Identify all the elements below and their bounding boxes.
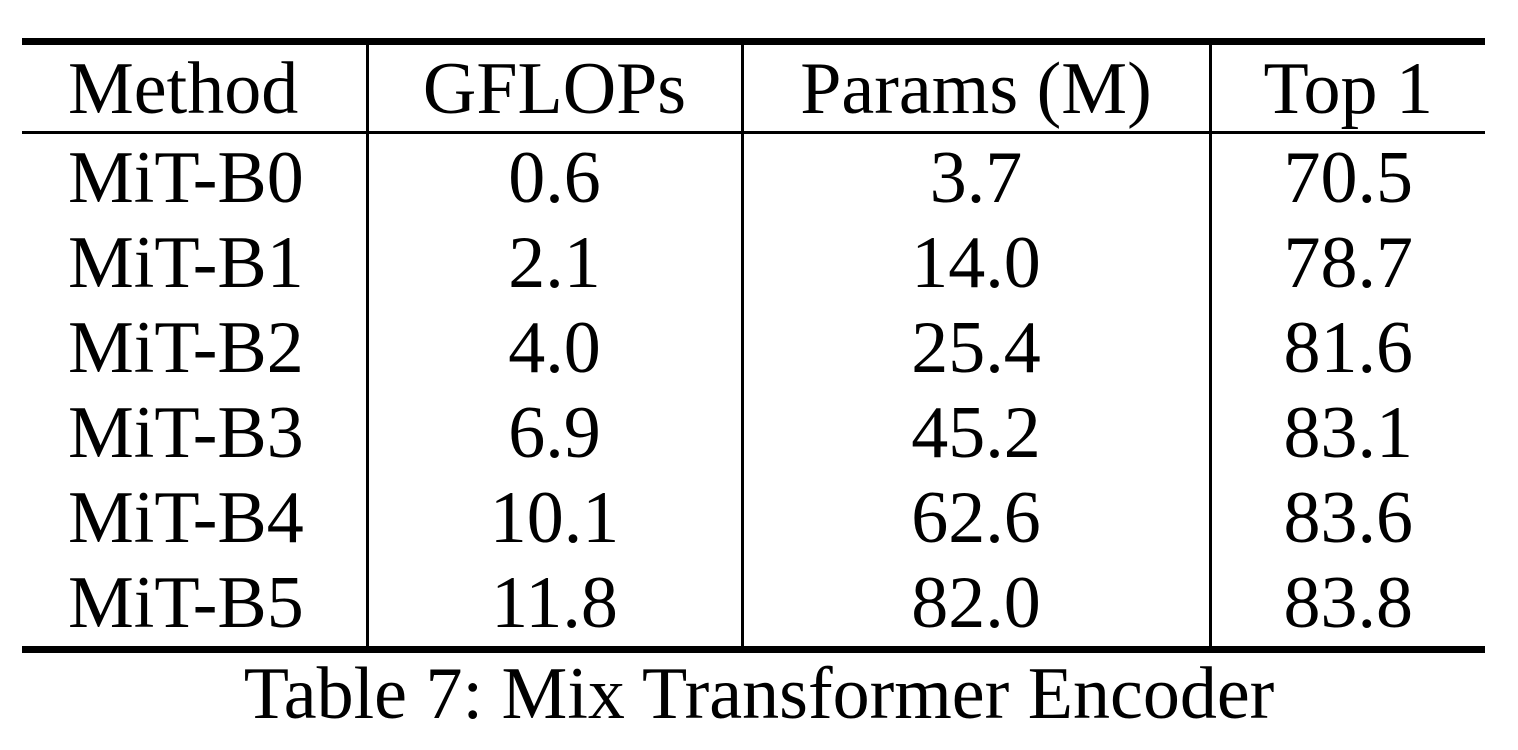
table-row: MiT-B4 10.1 62.6 83.6 [22,476,1485,561]
cell-method: MiT-B2 [68,307,304,389]
cell-top1: 83.8 [1208,561,1485,650]
results-table-container: Method GFLOPs Params (M) Top 1 MiT-B0 0.… [22,38,1485,653]
cell-gflops: 2.1 [365,221,742,306]
cell-method: MiT-B0 [68,137,304,219]
table-row: MiT-B5 11.8 82.0 83.8 [22,561,1485,650]
cell-top1: 83.6 [1208,476,1485,561]
cell-gflops: 4.0 [365,306,742,391]
cell-method: MiT-B1 [68,222,304,304]
cell-gflops: 11.8 [365,561,742,650]
cell-params: 45.2 [740,391,1210,476]
table-row: MiT-B3 6.9 45.2 83.1 [22,391,1485,476]
table-row: MiT-B0 0.6 3.7 70.5 [22,132,1485,221]
table-caption: Table 7: Mix Transformer Encoder [243,653,1275,735]
header-params: Params (M) [740,41,1210,133]
cell-method: MiT-B4 [68,477,304,559]
table-row: MiT-B1 2.1 14.0 78.7 [22,221,1485,306]
cell-params: 82.0 [740,561,1210,650]
table-row: MiT-B2 4.0 25.4 81.6 [22,306,1485,391]
cell-top1: 70.5 [1208,132,1485,221]
cell-params: 3.7 [740,132,1210,221]
cell-top1: 81.6 [1208,306,1485,391]
header-top1: Top 1 [1208,41,1485,133]
cell-gflops: 0.6 [365,132,742,221]
cell-top1: 78.7 [1208,221,1485,306]
cell-top1: 83.1 [1208,391,1485,476]
cell-gflops: 10.1 [365,476,742,561]
results-table: Method GFLOPs Params (M) Top 1 MiT-B0 0.… [22,38,1485,653]
cell-params: 14.0 [740,221,1210,306]
cell-method: MiT-B5 [68,562,304,644]
cell-gflops: 6.9 [365,391,742,476]
header-gflops: GFLOPs [365,41,742,133]
cell-params: 62.6 [740,476,1210,561]
header-method: Method [68,48,299,130]
table-header-row: Method GFLOPs Params (M) Top 1 [22,41,1485,133]
cell-method: MiT-B3 [68,392,304,474]
cell-params: 25.4 [740,306,1210,391]
